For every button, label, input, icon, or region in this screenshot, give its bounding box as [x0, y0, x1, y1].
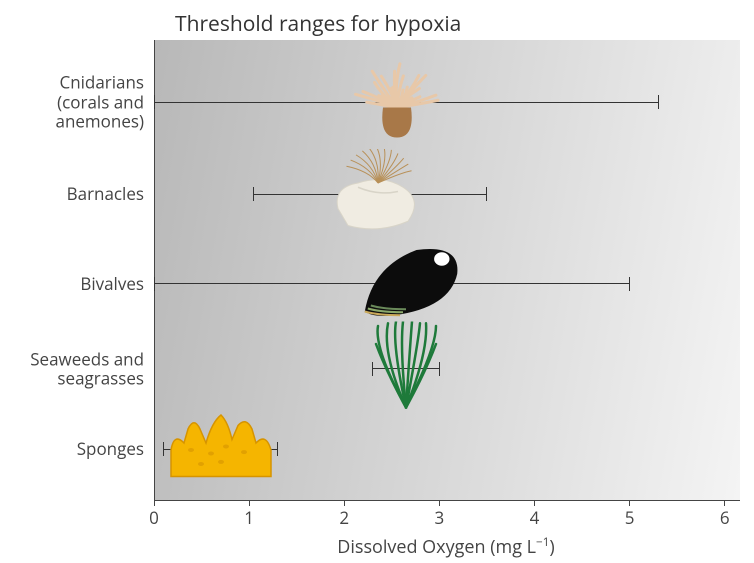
- xtick-label: 0: [149, 506, 159, 529]
- organism-icon: [356, 244, 466, 324]
- x-axis-label: Dissolved Oxygen (mg L−1): [337, 534, 554, 559]
- range-cap: [629, 277, 630, 291]
- organism-icon: [166, 412, 276, 487]
- range-cap: [154, 277, 155, 291]
- range-cap: [163, 442, 164, 456]
- range-cap: [658, 95, 659, 109]
- chart-root: Threshold ranges for hypoxia Dissolved O…: [0, 0, 754, 563]
- y-category-label: Cnidarians (corals and anemones): [4, 73, 144, 132]
- range-cap: [277, 442, 278, 456]
- y-category-label: Sponges: [4, 440, 144, 460]
- xtick-label: 5: [625, 506, 635, 529]
- chart-title: Threshold ranges for hypoxia: [175, 10, 461, 38]
- y-category-label: Bivalves: [4, 274, 144, 294]
- xtick-label: 3: [434, 506, 444, 529]
- xtick-label: 6: [720, 506, 730, 529]
- xtick-label: 2: [339, 506, 349, 529]
- xtick-label: 1: [244, 506, 254, 529]
- y-category-label: Barnacles: [4, 184, 144, 204]
- xtick-label: 4: [530, 506, 540, 529]
- organism-icon: [366, 321, 446, 416]
- organism-icon: [328, 149, 428, 239]
- range-cap: [486, 187, 487, 201]
- range-cap: [253, 187, 254, 201]
- organism-icon: [352, 60, 442, 145]
- range-cap: [154, 95, 155, 109]
- y-category-label: Seaweeds and seagrasses: [4, 349, 144, 388]
